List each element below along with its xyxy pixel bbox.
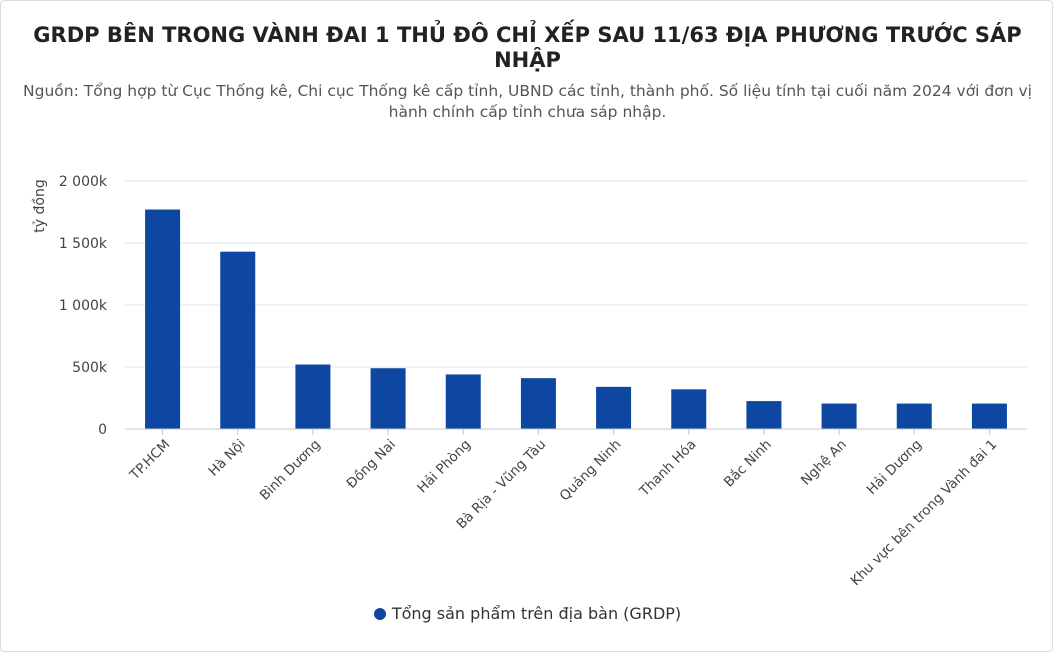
bar[interactable] xyxy=(220,251,256,429)
y-axis-ticks: 0 500k 1 000k 1 500k 2 000k xyxy=(59,174,108,438)
x-tick-label: Thanh Hóa xyxy=(636,437,700,501)
x-tick-label: Hải Dương xyxy=(864,437,925,498)
x-tick-label: Bình Dương xyxy=(257,437,324,504)
y-tick-label: 1 500k xyxy=(59,236,108,252)
bar[interactable] xyxy=(746,401,782,429)
grid-lines xyxy=(125,180,1027,368)
y-tick-label: 0 xyxy=(98,422,107,438)
legend-label: Tổng sản phẩm trên địa bàn (GRDP) xyxy=(391,604,682,623)
bars xyxy=(145,209,1007,429)
bar[interactable] xyxy=(896,403,932,429)
bar[interactable] xyxy=(671,389,707,429)
chart-title: GRDP BÊN TRONG VÀNH ĐAI 1 THỦ ĐÔ CHỈ XẾP… xyxy=(33,23,1022,72)
bar[interactable] xyxy=(520,378,556,429)
bar[interactable] xyxy=(445,374,481,429)
bar[interactable] xyxy=(370,368,406,429)
bar[interactable] xyxy=(821,403,857,429)
x-tick-label: Bắc Ninh xyxy=(720,436,775,491)
x-tick-label: Khu vực bên trong Vành đai 1 xyxy=(848,437,1001,590)
y-axis-label: tỷ đồng xyxy=(31,179,48,232)
bar[interactable] xyxy=(295,364,331,429)
bar[interactable] xyxy=(145,209,181,429)
y-tick-label: 1 000k xyxy=(59,298,108,314)
legend[interactable]: Tổng sản phẩm trên địa bàn (GRDP) xyxy=(1,604,1052,623)
y-tick-label: 2 000k xyxy=(59,174,108,190)
bar[interactable] xyxy=(596,386,632,429)
x-tick-label: Nghệ An xyxy=(798,437,850,489)
x-tick-label: Đồng Nai xyxy=(343,436,399,492)
x-tick-label: TP.HCM xyxy=(126,437,173,484)
x-tick-label: Hà Nội xyxy=(206,437,249,480)
subtitle-line-1: Nguồn: Tổng hợp từ Cục Thống kê, Chi cục… xyxy=(23,82,1032,100)
bar[interactable] xyxy=(971,403,1007,429)
subtitle-line-2: hành chính cấp tỉnh chưa sáp nhập. xyxy=(388,103,667,121)
legend-swatch xyxy=(373,607,386,620)
y-tick-label: 500k xyxy=(72,360,108,376)
x-tick-label: Quảng Ninh xyxy=(557,437,625,505)
chart-subtitle: Nguồn: Tổng hợp từ Cục Thống kê, Chi cục… xyxy=(1,81,1052,123)
x-axis-ticks: TP.HCM Hà Nội Bình Dương Đồng Nai Hải Phòng B… xyxy=(126,429,1000,589)
x-tick-label: Hải Phòng xyxy=(414,437,474,497)
